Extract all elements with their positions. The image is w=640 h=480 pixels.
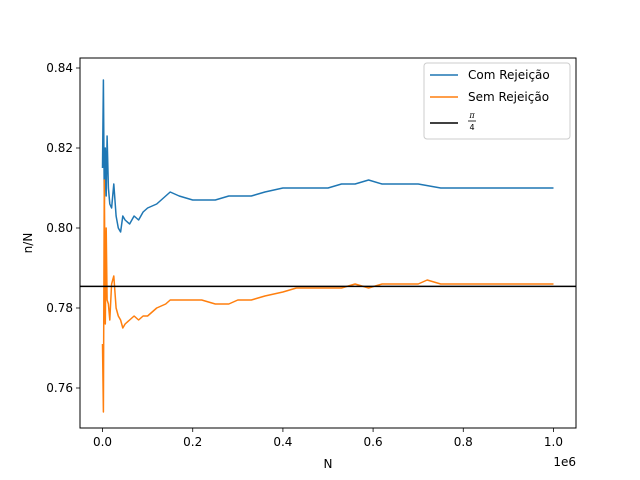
series-line-sem-rejeicao [101, 179, 554, 413]
x-tick-label: 0.4 [273, 435, 292, 449]
legend-box [423, 62, 571, 140]
legend-label-sem-rejeicao: Sem Rejeição [468, 90, 549, 104]
x-tick-label: 0.6 [364, 435, 383, 449]
plot-area-frame [79, 57, 577, 429]
legend: Com Rejeição Sem Rejeição π 4 [423, 62, 571, 140]
y-tick-label: 0.82 [46, 141, 73, 155]
y-axis-ticks: 0.76 0.78 0.80 0.82 0.84 [46, 61, 80, 395]
legend-label-com-rejeicao: Com Rejeição [468, 68, 550, 82]
x-axis-offset-label: 1e6 [553, 455, 576, 469]
x-axis-ticks: 0.0 0.2 0.4 0.6 0.8 1.0 [93, 428, 563, 449]
x-tick-label: 0.8 [454, 435, 473, 449]
legend-fraction-denominator: 4 [469, 123, 474, 132]
y-tick-label: 0.78 [46, 301, 73, 315]
x-tick-label: 0.2 [183, 435, 202, 449]
x-axis-label: N [324, 457, 333, 471]
y-tick-label: 0.84 [46, 61, 73, 75]
y-tick-label: 0.80 [46, 221, 73, 235]
x-tick-label: 1.0 [544, 435, 563, 449]
legend-label-pi-over-4: π 4 [468, 111, 476, 132]
x-tick-label: 0.0 [93, 435, 112, 449]
legend-fraction-numerator: π [468, 111, 475, 120]
y-axis-label: n/N [21, 233, 35, 254]
series-layer [101, 79, 554, 413]
series-line-com-rejeicao [101, 79, 554, 233]
y-tick-label: 0.76 [46, 381, 73, 395]
